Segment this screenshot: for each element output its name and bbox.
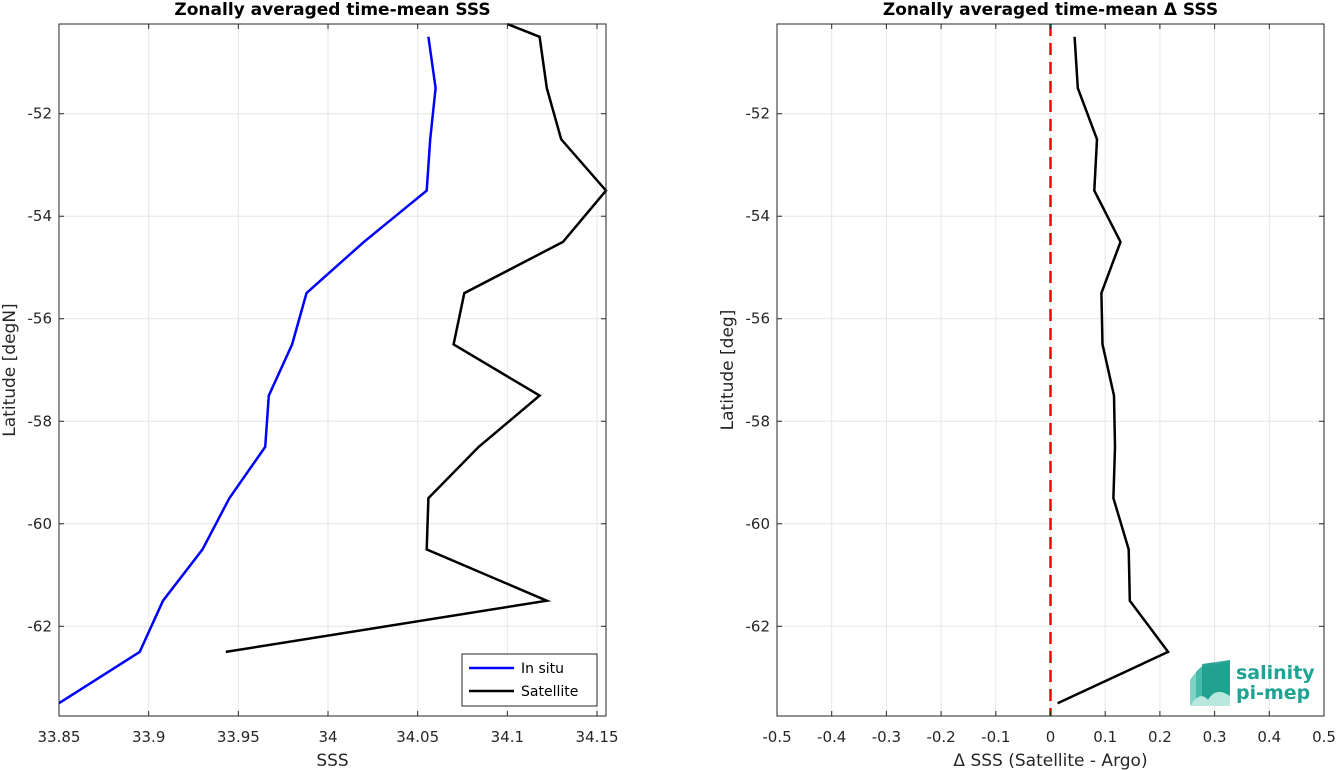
x-tick-label: 0.2 (1148, 728, 1172, 746)
y-axis-label: Latitude [degN] (0, 303, 20, 436)
legend-entry-satellite: Satellite (521, 684, 578, 700)
x-tick-label: 34.1 (491, 728, 524, 746)
x-axis-label: SSS (316, 751, 348, 770)
axis-ticks: 33.85 33.9 33.95 34 34.05 34.1 34.15 -62 -60 -58 -… (28, 24, 619, 746)
x-tick-label: -0.5 (762, 728, 791, 746)
chart-panel-left: Zonally averaged time-mean SSS 33.85 33.9… (0, 0, 619, 770)
logo-wave-icon (1190, 660, 1230, 706)
series-line-satellite (225, 22, 608, 654)
legend-box (461, 653, 598, 707)
logo-text-salinity: salinity (1236, 662, 1315, 684)
x-tick-label: 33.95 (217, 728, 260, 746)
y-tick-label: -56 (28, 310, 53, 328)
x-tick-label: 0.4 (1257, 728, 1281, 746)
y-tick-label: -62 (746, 617, 771, 635)
y-tick-label: -52 (28, 105, 53, 123)
plot-area (59, 24, 606, 716)
series-group (1057, 36, 1171, 705)
chart-title: Zonally averaged time-mean Δ SSS (883, 0, 1218, 20)
legend: In situ Satellite (461, 653, 598, 707)
y-tick-label: -60 (746, 515, 771, 533)
y-tick-label: -62 (28, 617, 53, 635)
series-line-delta-sss (1057, 36, 1171, 705)
x-tick-label: -0.4 (817, 728, 846, 746)
x-tick-label: -0.1 (981, 728, 1010, 746)
x-tick-label: 34.15 (576, 728, 619, 746)
y-tick-label: -56 (746, 310, 771, 328)
chart-panel-right: Zonally averaged time-mean Δ SSS -0.5 -0.… (718, 0, 1336, 770)
y-tick-label: -54 (746, 207, 771, 225)
chart-title: Zonally averaged time-mean SSS (174, 0, 490, 20)
x-tick-label: 34.05 (396, 728, 439, 746)
logo-text-pimep: pi-mep (1236, 682, 1310, 704)
x-tick-label: 33.85 (38, 728, 81, 746)
salinity-pimep-logo: salinity pi-mep (1190, 660, 1315, 706)
y-tick-label: -52 (746, 105, 771, 123)
x-tick-label: 0.3 (1203, 728, 1227, 746)
plot-border (58, 23, 607, 717)
grid-lines (58, 24, 606, 716)
x-tick-label: 33.9 (132, 728, 165, 746)
x-tick-label: -0.2 (926, 728, 955, 746)
x-tick-label: 0.5 (1312, 728, 1336, 746)
y-axis-label: Latitude [deg] (718, 310, 738, 431)
y-tick-label: -60 (28, 515, 53, 533)
series-group (58, 22, 608, 705)
x-tick-label: 34 (318, 728, 337, 746)
legend-entry-in-situ: In situ (521, 661, 564, 677)
series-line-in-situ (58, 36, 437, 705)
x-tick-label: -0.3 (872, 728, 901, 746)
y-tick-label: -58 (746, 412, 771, 430)
x-tick-label: 0 (1046, 728, 1056, 746)
axis-ticks: -0.5 -0.4 -0.3 -0.2 -0.1 0 0.1 0.2 0.3 0.4 0.5 -62 -… (746, 24, 1336, 746)
y-tick-label: -54 (28, 207, 53, 225)
x-axis-label: Δ SSS (Satellite - Argo) (953, 751, 1147, 770)
x-tick-label: 0.1 (1093, 728, 1117, 746)
y-tick-label: -58 (28, 412, 53, 430)
